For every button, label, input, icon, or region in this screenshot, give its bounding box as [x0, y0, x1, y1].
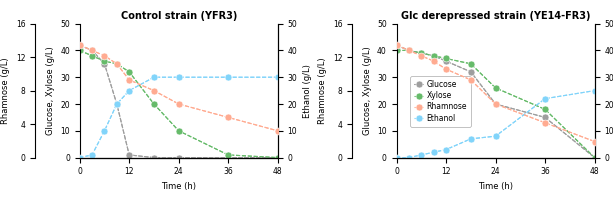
Y-axis label: Glucose, Xylose (g/L): Glucose, Xylose (g/L) [45, 46, 55, 135]
Legend: Glucose, Xylose, Rhamnose, Ethanol: Glucose, Xylose, Rhamnose, Ethanol [410, 76, 471, 127]
X-axis label: Time (h): Time (h) [161, 182, 196, 191]
X-axis label: Time (h): Time (h) [478, 182, 513, 191]
Title: Glc derepressed strain (YE14-FR3): Glc derepressed strain (YE14-FR3) [401, 11, 590, 21]
Y-axis label: Rhamnose (g/L): Rhamnose (g/L) [318, 57, 327, 124]
Y-axis label: Glucose, Xylose (g/L): Glucose, Xylose (g/L) [362, 46, 371, 135]
Y-axis label: Rhamnose (g/L): Rhamnose (g/L) [1, 57, 10, 124]
Title: Control strain (YFR3): Control strain (YFR3) [121, 11, 237, 21]
Y-axis label: Ethanol (g/L): Ethanol (g/L) [303, 64, 312, 118]
